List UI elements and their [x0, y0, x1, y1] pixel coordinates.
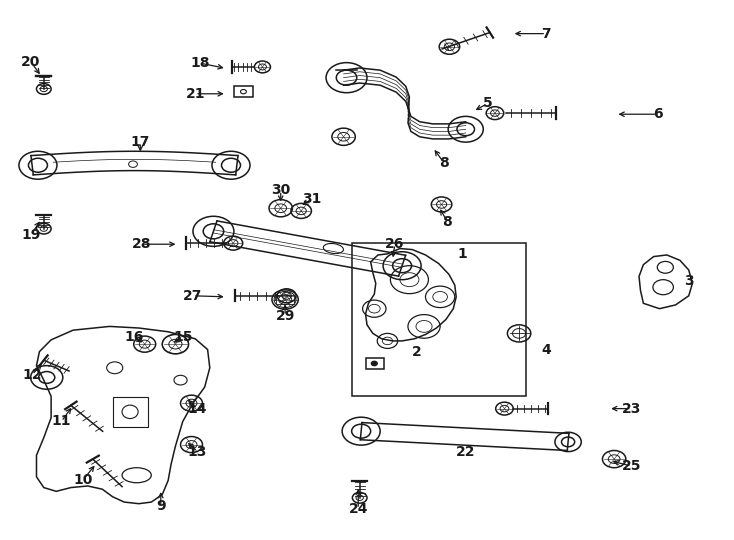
- Text: 29: 29: [275, 309, 295, 323]
- Text: 23: 23: [622, 402, 642, 416]
- Text: 8: 8: [439, 156, 448, 170]
- Text: 19: 19: [21, 228, 40, 242]
- Text: 21: 21: [186, 87, 205, 101]
- Text: 26: 26: [385, 237, 404, 251]
- Text: 2: 2: [412, 345, 421, 359]
- Text: 8: 8: [443, 215, 452, 228]
- Text: 4: 4: [541, 342, 551, 356]
- Text: 27: 27: [184, 289, 203, 303]
- Text: 31: 31: [302, 192, 321, 206]
- Text: 18: 18: [191, 56, 210, 70]
- Text: 14: 14: [188, 402, 207, 416]
- Text: 16: 16: [125, 330, 144, 344]
- Text: 12: 12: [22, 368, 42, 382]
- Text: 3: 3: [684, 274, 694, 288]
- Text: 9: 9: [156, 500, 166, 514]
- Text: 22: 22: [456, 444, 476, 458]
- Bar: [352, 243, 526, 396]
- Bar: [276, 295, 294, 305]
- Text: 30: 30: [271, 184, 291, 198]
- Ellipse shape: [371, 361, 377, 366]
- Text: 11: 11: [51, 415, 71, 429]
- Text: 28: 28: [132, 237, 151, 251]
- Text: 5: 5: [483, 97, 493, 111]
- Text: 6: 6: [653, 107, 663, 121]
- Text: 1: 1: [457, 247, 467, 261]
- Bar: [112, 397, 148, 427]
- Bar: [366, 357, 384, 369]
- Text: 25: 25: [622, 459, 642, 473]
- Text: 7: 7: [542, 26, 551, 40]
- Text: 15: 15: [173, 330, 192, 344]
- Text: 17: 17: [131, 135, 150, 149]
- Text: 13: 13: [188, 444, 207, 458]
- Text: 24: 24: [349, 502, 368, 516]
- Bar: [234, 86, 253, 97]
- Text: 10: 10: [73, 472, 93, 487]
- Text: 20: 20: [21, 55, 40, 69]
